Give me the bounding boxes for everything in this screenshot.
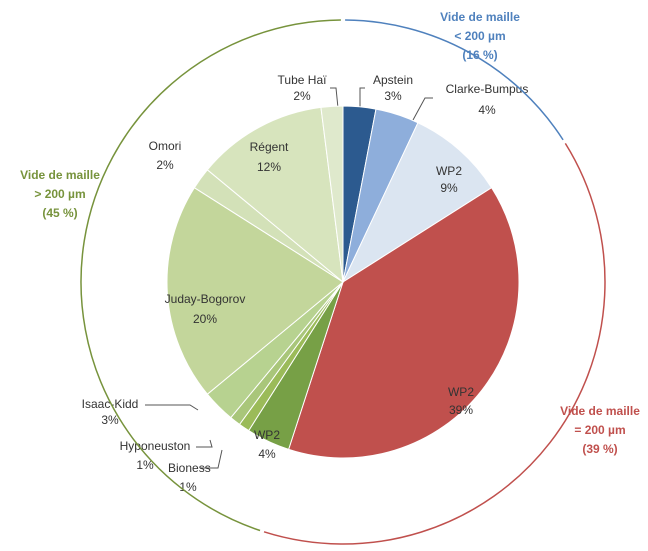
- slice-value-label: 4%: [258, 447, 276, 461]
- slice-name: Juday-Bogorov: [165, 292, 246, 306]
- leader-line: [359, 87, 365, 110]
- slice-name: WP2: [436, 164, 462, 178]
- pie-slice: [206, 106, 344, 284]
- slice-name: WP2: [254, 428, 280, 442]
- pie-slice: [320, 105, 344, 283]
- leader-line: [196, 439, 213, 448]
- pie-slice: [166, 187, 344, 395]
- slice-value-label: 1%: [136, 458, 154, 472]
- slice-name: Hyponeuston: [120, 439, 191, 453]
- leader-line: [200, 449, 223, 469]
- group-label: > 200 µm: [34, 187, 85, 201]
- slice-name: Apstein: [373, 73, 413, 87]
- slice-value-label: 9%: [440, 181, 458, 195]
- group-label: Vide de maille: [20, 168, 100, 182]
- group-label: = 200 µm: [574, 423, 625, 437]
- leader-line: [330, 87, 339, 109]
- group-value-label: (39 %): [582, 442, 617, 456]
- pie-slice: [287, 187, 520, 459]
- group-label: < 200 µm: [454, 29, 505, 43]
- slice-value-label: 3%: [384, 89, 402, 103]
- slice-value-label: 2%: [156, 158, 174, 172]
- slice-value-label: 39%: [449, 403, 473, 417]
- slice-value-label: 2%: [293, 89, 311, 103]
- group-label: Vide de maille: [440, 10, 520, 24]
- slice-name: WP2: [448, 385, 474, 399]
- slice-name: Régent: [250, 140, 289, 154]
- group-label: Vide de maille: [560, 404, 640, 418]
- leader-line: [412, 97, 433, 121]
- slice-value-label: 20%: [193, 312, 217, 326]
- slice-value-label: 1%: [179, 480, 197, 494]
- slice-name: Clarke-Bumpus: [446, 82, 529, 96]
- slice-name: Tube Haï: [278, 73, 328, 87]
- leader-lines: [145, 87, 433, 469]
- group-arc: [80, 19, 341, 532]
- group-arc: [345, 19, 564, 141]
- slice-name: Omori: [149, 139, 182, 153]
- slice-value-label: 3%: [101, 413, 119, 427]
- slice-name: Bioness: [168, 461, 211, 475]
- group-value-label: (45 %): [42, 206, 77, 220]
- pie-slice: [341, 122, 493, 284]
- group-arc: [263, 142, 606, 545]
- slice-value-label: 12%: [257, 160, 281, 174]
- slice-name: Isaac-Kidd: [82, 397, 139, 411]
- slice-value-label: 4%: [478, 103, 496, 117]
- group-value-label: (16 %): [462, 48, 497, 62]
- leader-line: [145, 404, 199, 411]
